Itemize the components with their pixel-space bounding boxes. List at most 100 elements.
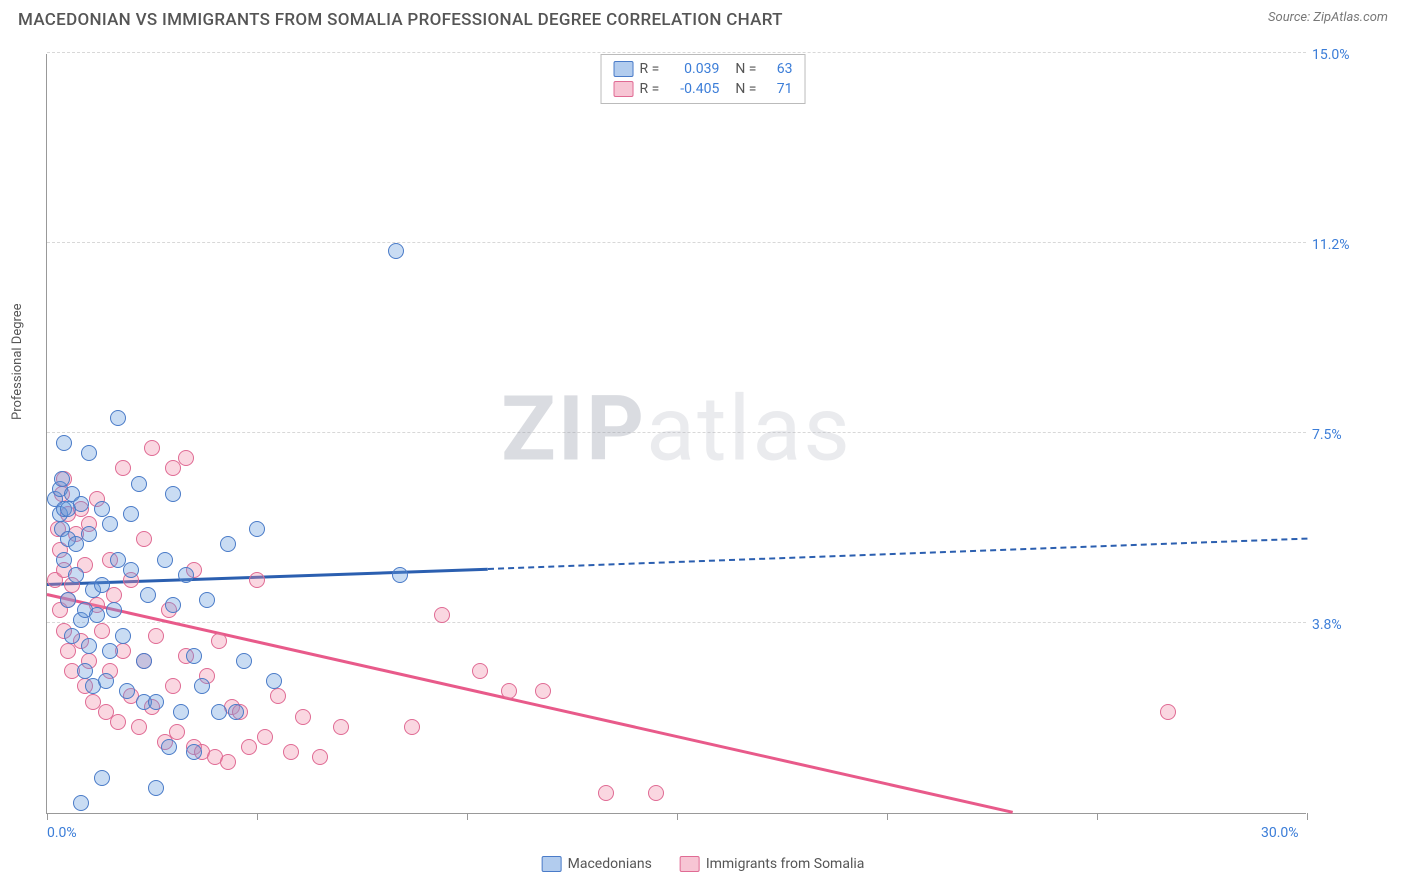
data-point: [115, 628, 131, 644]
x-tick: [1307, 813, 1308, 820]
legend-label-a: Macedonians: [568, 856, 652, 872]
data-point: [148, 628, 164, 644]
n-label: N =: [735, 81, 756, 97]
data-point: [73, 795, 89, 811]
gridline: [47, 52, 1306, 53]
data-point: [106, 587, 122, 603]
data-point: [199, 592, 215, 608]
gridline: [47, 242, 1306, 243]
legend-row-b: R = -0.405 N = 71: [614, 79, 793, 99]
data-point: [165, 486, 181, 502]
trend-line: [488, 537, 1307, 569]
data-point: [178, 567, 194, 583]
data-point: [119, 683, 135, 699]
source-attribution: Source: ZipAtlas.com: [1268, 10, 1388, 25]
chart-title: MACEDONIAN VS IMMIGRANTS FROM SOMALIA PR…: [18, 10, 783, 30]
data-point: [81, 445, 97, 461]
data-point: [110, 714, 126, 730]
data-point: [257, 729, 273, 745]
data-point: [131, 476, 147, 492]
data-point: [148, 694, 164, 710]
data-point: [157, 552, 173, 568]
data-point: [186, 648, 202, 664]
data-point: [136, 531, 152, 547]
data-point: [388, 243, 404, 259]
data-point: [220, 754, 236, 770]
data-point: [283, 744, 299, 760]
r-value-a: 0.039: [665, 61, 719, 77]
data-point: [173, 704, 189, 720]
y-axis-label: Professional Degree: [10, 303, 25, 420]
data-point: [228, 704, 244, 720]
data-point: [165, 597, 181, 613]
data-point: [333, 719, 349, 735]
data-point: [54, 471, 70, 487]
data-point: [102, 516, 118, 532]
trend-line: [47, 593, 1014, 813]
data-point: [148, 780, 164, 796]
correlation-legend: R = 0.039 N = 63 R = -0.405 N = 71: [601, 54, 806, 104]
data-point: [77, 663, 93, 679]
data-point: [211, 633, 227, 649]
data-point: [186, 744, 202, 760]
data-point: [249, 572, 265, 588]
x-tick: [467, 813, 468, 820]
data-point: [472, 663, 488, 679]
data-point: [81, 526, 97, 542]
data-point: [115, 460, 131, 476]
data-point: [404, 719, 420, 735]
watermark: ZIPatlas: [501, 376, 852, 481]
data-point: [241, 739, 257, 755]
y-tick-label: 3.8%: [1312, 617, 1392, 633]
data-point: [161, 739, 177, 755]
data-point: [220, 536, 236, 552]
data-point: [68, 567, 84, 583]
r-label: R =: [640, 81, 660, 97]
data-point: [94, 501, 110, 517]
data-point: [123, 562, 139, 578]
data-point: [140, 587, 156, 603]
data-point: [94, 770, 110, 786]
data-point: [136, 653, 152, 669]
data-point: [131, 719, 147, 735]
n-value-b: 71: [762, 81, 792, 97]
data-point: [598, 785, 614, 801]
x-tick: [677, 813, 678, 820]
data-point: [60, 592, 76, 608]
data-point: [106, 602, 122, 618]
swatch-a-icon: [542, 856, 562, 872]
legend-label-b: Immigrants from Somalia: [706, 856, 865, 872]
legend-item-b: Immigrants from Somalia: [680, 856, 865, 872]
data-point: [98, 673, 114, 689]
data-point: [434, 607, 450, 623]
y-tick-label: 11.2%: [1312, 237, 1392, 253]
data-point: [211, 704, 227, 720]
data-point: [110, 410, 126, 426]
swatch-b-icon: [680, 856, 700, 872]
y-tick-label: 15.0%: [1312, 47, 1392, 63]
x-tick-label: 30.0%: [1261, 825, 1299, 841]
data-point: [56, 435, 72, 451]
data-point: [169, 724, 185, 740]
data-point: [165, 678, 181, 694]
data-point: [270, 688, 286, 704]
x-tick: [257, 813, 258, 820]
legend-row-a: R = 0.039 N = 63: [614, 59, 793, 79]
swatch-a-icon: [614, 61, 634, 77]
x-tick-label: 0.0%: [47, 825, 77, 841]
n-value-a: 63: [762, 61, 792, 77]
data-point: [648, 785, 664, 801]
gridline: [47, 432, 1306, 433]
data-point: [102, 643, 118, 659]
x-tick: [887, 813, 888, 820]
data-point: [1160, 704, 1176, 720]
scatter-plot: ZIPatlas 3.8%7.5%11.2%15.0%0.0%30.0%: [46, 54, 1306, 814]
x-tick: [47, 813, 48, 820]
data-point: [392, 567, 408, 583]
data-point: [81, 638, 97, 654]
series-legend: Macedonians Immigrants from Somalia: [542, 856, 865, 872]
swatch-b-icon: [614, 81, 634, 97]
data-point: [236, 653, 252, 669]
data-point: [123, 506, 139, 522]
data-point: [178, 450, 194, 466]
